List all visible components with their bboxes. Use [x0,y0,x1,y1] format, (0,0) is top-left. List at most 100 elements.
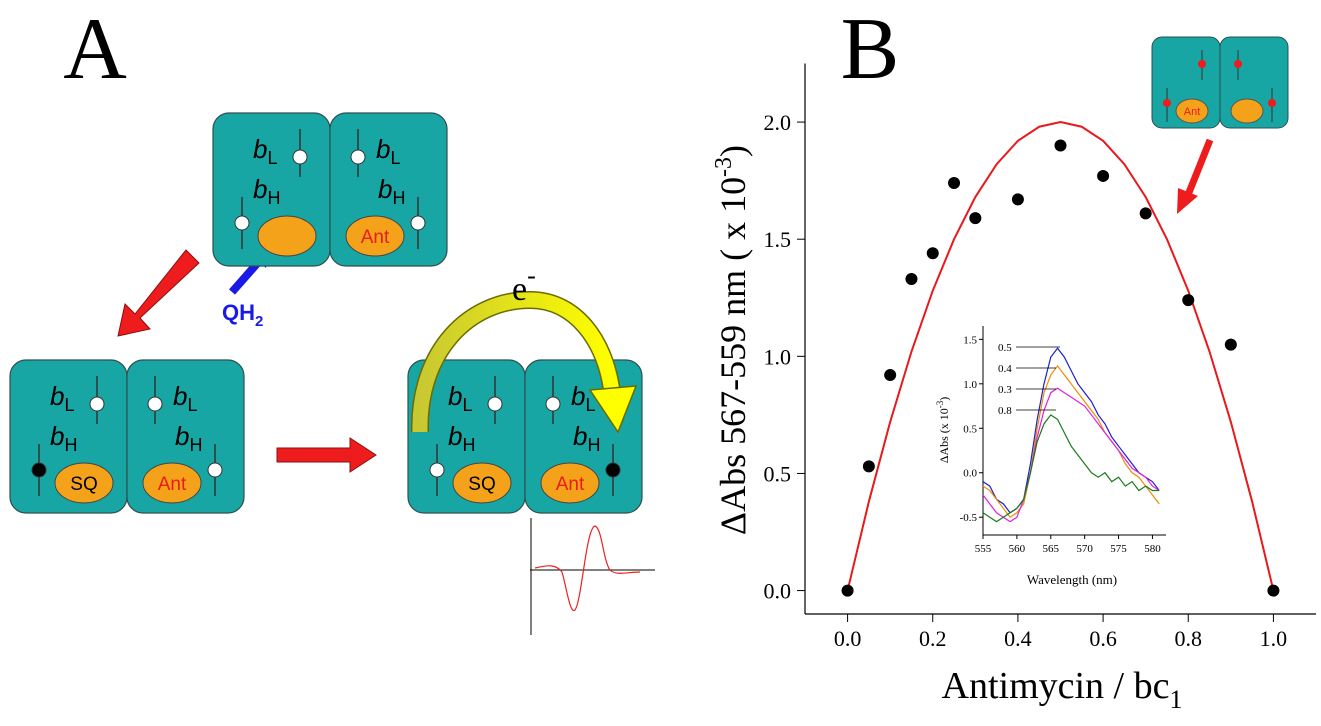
red-arrow [117,249,200,337]
x-axis-label-text: Antimycin / bc [942,665,1170,707]
inset-x-tick-label: 565 [1043,543,1060,555]
data-point [1224,338,1237,351]
inset-y-tick-label: 1.5 [963,334,977,346]
heme-label: bH [378,174,405,208]
legend-label: 0.5 [998,342,1012,354]
y-tick-label: 1.5 [764,227,792,252]
heme-label: bL [448,381,472,415]
inset-x-tick-label: 555 [975,543,992,555]
inset-y-label-text: ΔAbs (x 10 [937,408,951,463]
heme-high [207,462,223,478]
mini-heme [1163,99,1171,107]
mini-antimycin-label: Ant [1184,106,1201,118]
heme-letter: b [448,421,462,451]
heme-label: bL [253,134,277,168]
inset-x-tick-label: 575 [1110,543,1127,555]
x-tick-label: 0.0 [834,626,862,651]
inset-y-axis-label: ΔAbs (x 10-3) [935,397,951,464]
heme-letter: b [173,381,187,411]
x-axis-label: Antimycin / bc1 [942,665,1183,714]
x-tick-label: 0.2 [919,626,947,651]
heme-letter: b [175,421,189,451]
heme-letter: b [571,381,585,411]
red-arrow [276,437,377,473]
heme-label: bH [253,174,280,208]
data-point [862,460,875,473]
legend-label: 0.4 [998,363,1012,375]
y-tick-label: 1.0 [764,344,792,369]
heme-subscript: H [189,435,202,455]
heme-letter: b [253,134,267,164]
heme-high [605,462,621,478]
heme-high [31,462,47,478]
heme-subscript: L [267,148,277,168]
heme-subscript: L [390,148,400,168]
heme-label: bL [50,381,74,415]
inset-x-axis-label: Wavelength (nm) [1027,572,1117,587]
heme-label: bL [173,381,197,415]
site-oval [345,215,405,257]
heme-letter: b [376,134,390,164]
data-point [969,212,982,225]
inset-y-tick-label: 0.0 [963,468,977,480]
data-point [1054,139,1067,152]
y-axis-label: ΔAbs 567-559 nm ( x 10-3) [711,145,753,535]
x-tick-label: 0.6 [1089,626,1117,651]
legend-label: 0.8 [998,405,1012,417]
heme-letter: b [573,421,587,451]
fit-line [846,121,1275,591]
data-point [1267,584,1280,597]
site-oval [54,462,114,504]
site-oval [452,462,512,504]
data-point [884,369,897,382]
y-tick-label: 0.0 [764,579,792,604]
x-tick-label: 0.4 [1004,626,1032,651]
heme-subscript: L [585,395,595,415]
electron-sup: - [527,261,536,290]
antimycin-label: Ant [556,474,585,495]
heme-low [487,396,503,412]
y-axis-label-text: ΔAbs 567-559 nm ( x 10 [713,177,753,535]
spectrum-line [982,365,1160,519]
heme-low [545,396,561,412]
mini-oval [1230,98,1264,124]
site-oval [540,462,600,504]
inset-y-tick-label: 0.5 [963,423,977,435]
data-point [1011,193,1024,206]
inset-y-tick-label: -0.5 [960,512,978,524]
quinol-subscript: 2 [255,313,263,330]
quinol-label: QH2 [222,300,263,330]
data-point [948,176,961,189]
mini-heme [1268,99,1276,107]
heme-subscript: H [462,435,475,455]
electron-arrowhead [588,385,638,434]
inset-x-tick-label: 580 [1144,543,1161,555]
semiquinone-label: SQ [70,474,97,495]
mini-oval [1175,98,1209,124]
heme-letter: b [253,174,267,204]
heme-subscript: L [462,395,472,415]
heme-subscript: L [64,395,74,415]
heme-subscript: H [587,435,600,455]
data-point [841,584,854,597]
panel-label: B [841,1,900,98]
inset-y-tick-label: 1.0 [963,379,977,391]
heme-letter: b [378,174,392,204]
y-axis-label-end: ) [713,145,753,157]
heme-low [350,149,366,165]
electron-text: e [512,271,527,308]
heme-subscript: H [64,435,77,455]
sketch-trace [534,525,641,611]
heme-label: bH [573,421,600,455]
y-tick-label: 2.0 [764,110,792,135]
y-axis-label-sup: -3 [711,157,737,177]
site-oval [257,215,317,257]
data-point [1182,294,1195,307]
inset-y-label-sup: -3 [935,400,945,408]
panel-label: A [63,1,127,98]
heme-label: bH [50,421,77,455]
mini-heme [1234,60,1242,68]
antimycin-label: Ant [361,227,390,248]
